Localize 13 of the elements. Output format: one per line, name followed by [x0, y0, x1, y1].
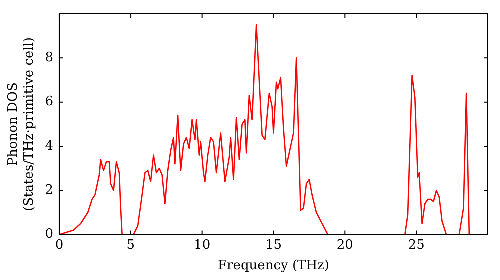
- y-axis-title: Phonon DOS (States/THz·primitive cell): [6, 37, 37, 212]
- x-tick-label: 0: [55, 238, 64, 253]
- x-tick-label: 5: [126, 238, 136, 253]
- x-tick-label: 10: [194, 238, 211, 253]
- y-tick-label: 8: [45, 50, 54, 66]
- y-tick-label: 2: [45, 183, 54, 198]
- x-axis-title: Frequency (THz): [218, 258, 330, 274]
- x-tick-label: 20: [336, 238, 354, 253]
- x-tick-label: 25: [408, 238, 425, 253]
- y-tick-label: 6: [45, 94, 54, 110]
- x-tick-label: 15: [265, 238, 282, 253]
- y-tick-label: 4: [45, 138, 54, 154]
- y-tick-label: 0: [45, 227, 54, 242]
